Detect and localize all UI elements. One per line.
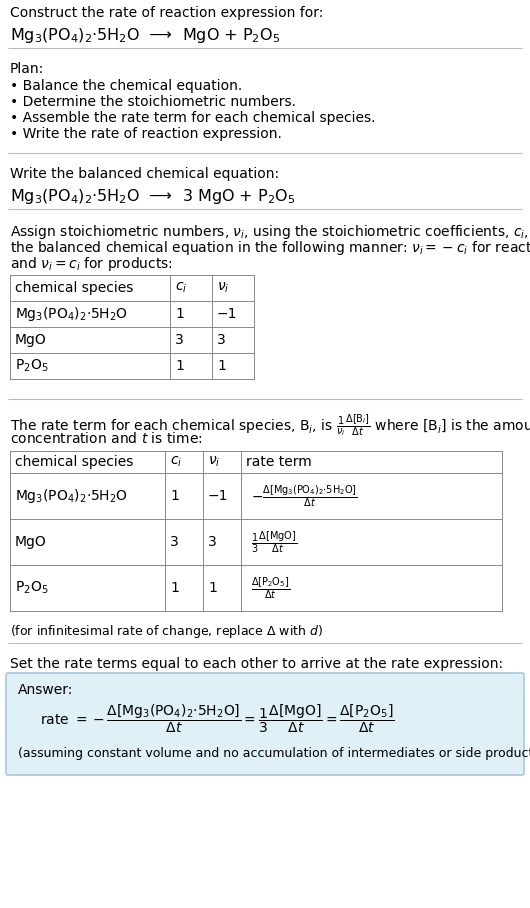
Text: Assign stoichiometric numbers, $\nu_i$, using the stoichiometric coefficients, $: Assign stoichiometric numbers, $\nu_i$, … [10, 223, 530, 241]
FancyBboxPatch shape [6, 673, 524, 775]
Text: Mg$_3$(PO$_4$)$_2$·5H$_2$O  ⟶  MgO + P$_2$O$_5$: Mg$_3$(PO$_4$)$_2$·5H$_2$O ⟶ MgO + P$_2$… [10, 26, 280, 45]
Text: concentration and $t$ is time:: concentration and $t$ is time: [10, 431, 202, 446]
Text: MgO: MgO [15, 535, 47, 549]
Text: The rate term for each chemical species, B$_i$, is $\frac{1}{\nu_i}\frac{\Delta[: The rate term for each chemical species,… [10, 413, 530, 439]
Text: $c_i$: $c_i$ [170, 455, 182, 469]
Text: 1: 1 [170, 581, 179, 595]
Text: chemical species: chemical species [15, 281, 134, 295]
Text: 3: 3 [208, 535, 217, 549]
Text: P$_2$O$_5$: P$_2$O$_5$ [15, 580, 49, 597]
Text: 3: 3 [217, 333, 226, 347]
Text: $\frac{1}{3}\frac{\Delta[\mathrm{MgO}]}{\Delta t}$: $\frac{1}{3}\frac{\Delta[\mathrm{MgO}]}{… [251, 529, 297, 555]
Text: Plan:: Plan: [10, 62, 44, 76]
Text: MgO: MgO [15, 333, 47, 347]
Text: rate $= -\dfrac{\Delta[\mathrm{Mg_3(PO_4)_2{\cdot}5H_2O}]}{\Delta t} = \dfrac{1}: rate $= -\dfrac{\Delta[\mathrm{Mg_3(PO_4… [40, 703, 394, 735]
Text: $\nu_i$: $\nu_i$ [217, 281, 229, 295]
Text: $\frac{\Delta[\mathrm{P_2O_5}]}{\Delta t}$: $\frac{\Delta[\mathrm{P_2O_5}]}{\Delta t… [251, 575, 290, 601]
Text: rate term: rate term [246, 455, 312, 469]
Text: • Write the rate of reaction expression.: • Write the rate of reaction expression. [10, 127, 282, 141]
Text: −1: −1 [208, 489, 228, 503]
Text: Answer:: Answer: [18, 683, 73, 697]
Text: 3: 3 [170, 535, 179, 549]
Text: P$_2$O$_5$: P$_2$O$_5$ [15, 358, 49, 374]
Text: $-\frac{\Delta[\mathrm{Mg_3(PO_4)_2{\cdot}5H_2O}]}{\Delta t}$: $-\frac{\Delta[\mathrm{Mg_3(PO_4)_2{\cdo… [251, 483, 358, 508]
Text: (for infinitesimal rate of change, replace Δ with $d$): (for infinitesimal rate of change, repla… [10, 623, 323, 640]
Text: 1: 1 [208, 581, 217, 595]
Text: $c_i$: $c_i$ [175, 281, 187, 295]
Text: Mg$_3$(PO$_4$)$_2$·5H$_2$O: Mg$_3$(PO$_4$)$_2$·5H$_2$O [15, 305, 128, 323]
Text: Mg$_3$(PO$_4$)$_2$·5H$_2$O: Mg$_3$(PO$_4$)$_2$·5H$_2$O [15, 487, 128, 505]
Text: 1: 1 [170, 489, 179, 503]
Text: 1: 1 [175, 359, 184, 373]
Text: Set the rate terms equal to each other to arrive at the rate expression:: Set the rate terms equal to each other t… [10, 657, 503, 671]
Text: the balanced chemical equation in the following manner: $\nu_i = -c_i$ for react: the balanced chemical equation in the fo… [10, 239, 530, 257]
Text: Write the balanced chemical equation:: Write the balanced chemical equation: [10, 167, 279, 181]
Text: chemical species: chemical species [15, 455, 134, 469]
Text: −1: −1 [217, 307, 237, 321]
Text: • Assemble the rate term for each chemical species.: • Assemble the rate term for each chemic… [10, 111, 375, 125]
Text: Construct the rate of reaction expression for:: Construct the rate of reaction expressio… [10, 6, 323, 20]
Text: 1: 1 [217, 359, 226, 373]
Text: • Determine the stoichiometric numbers.: • Determine the stoichiometric numbers. [10, 95, 296, 109]
Text: 3: 3 [175, 333, 184, 347]
Text: $\nu_i$: $\nu_i$ [208, 455, 220, 469]
Text: (assuming constant volume and no accumulation of intermediates or side products): (assuming constant volume and no accumul… [18, 747, 530, 760]
Text: and $\nu_i = c_i$ for products:: and $\nu_i = c_i$ for products: [10, 255, 173, 273]
Text: Mg$_3$(PO$_4$)$_2$·5H$_2$O  ⟶  3 MgO + P$_2$O$_5$: Mg$_3$(PO$_4$)$_2$·5H$_2$O ⟶ 3 MgO + P$_… [10, 187, 296, 206]
Text: • Balance the chemical equation.: • Balance the chemical equation. [10, 79, 242, 93]
Text: 1: 1 [175, 307, 184, 321]
